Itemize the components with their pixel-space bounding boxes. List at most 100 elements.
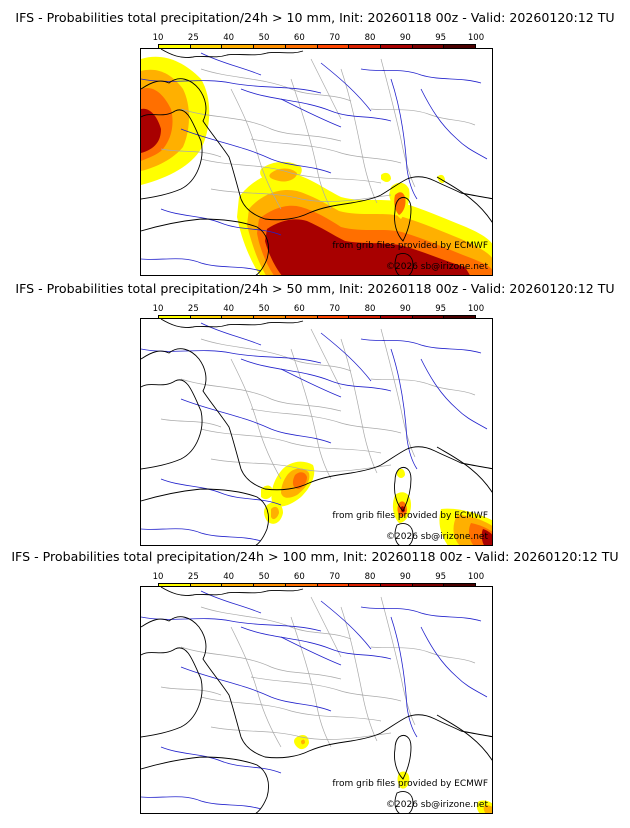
precipitation-area bbox=[483, 805, 492, 813]
credit-source: from grib files provided by ECMWF bbox=[332, 779, 488, 789]
precipitation-area bbox=[401, 506, 405, 513]
legend-tick-label: 100 bbox=[467, 304, 485, 314]
coastline bbox=[141, 218, 269, 275]
coastline bbox=[160, 49, 304, 58]
coastline bbox=[141, 78, 492, 221]
coastline bbox=[141, 348, 492, 491]
credit-copyright: ©2026 sb@irizone.net bbox=[386, 262, 488, 272]
legend-tick-label: 50 bbox=[258, 33, 270, 43]
credit-source: from grib files provided by ECMWF bbox=[332, 511, 488, 521]
legend-tick-label: 70 bbox=[329, 33, 341, 43]
legend-tick-label: 95 bbox=[435, 33, 447, 43]
rivers bbox=[141, 590, 488, 810]
river-line bbox=[420, 88, 488, 160]
panel-title: IFS - Probabilities total precipitation/… bbox=[15, 10, 615, 25]
border-line bbox=[370, 646, 476, 664]
border-line bbox=[180, 646, 342, 680]
river-line bbox=[280, 368, 342, 398]
coastlines bbox=[141, 49, 492, 275]
coastline bbox=[141, 488, 269, 545]
legend-tick-label: 50 bbox=[258, 572, 270, 582]
border-line bbox=[380, 596, 416, 726]
island-coastline bbox=[394, 197, 412, 242]
border-line bbox=[200, 158, 382, 184]
coastline bbox=[141, 616, 492, 759]
river-line bbox=[200, 52, 262, 76]
legend-tick-label: 80 bbox=[364, 572, 376, 582]
island-coastline bbox=[394, 253, 414, 275]
river-line bbox=[180, 398, 332, 444]
precipitation-layer bbox=[261, 461, 492, 545]
legend-ticks: 10 25 40 50 60 70 80 90 95 100 bbox=[153, 304, 485, 314]
coastline bbox=[436, 714, 492, 761]
legend-tick-label: 70 bbox=[329, 572, 341, 582]
border-line bbox=[230, 88, 282, 210]
river-line bbox=[200, 322, 262, 346]
border-line bbox=[210, 726, 392, 740]
precipitation-map: from grib files provided by ECMWF ©2026 … bbox=[140, 48, 493, 276]
river-line bbox=[240, 88, 392, 122]
coastline bbox=[141, 647, 203, 738]
legend-tick-label: 25 bbox=[187, 33, 199, 43]
panel-title: IFS - Probabilities total precipitation/… bbox=[11, 549, 619, 564]
border-line bbox=[310, 328, 342, 390]
river-line bbox=[141, 528, 262, 542]
legend-tick-label: 80 bbox=[364, 304, 376, 314]
legend-tick-label: 40 bbox=[223, 572, 235, 582]
island-coastline bbox=[394, 791, 414, 813]
legend-tick-label: 10 bbox=[152, 572, 164, 582]
river-line bbox=[180, 666, 332, 712]
legend-ticks: 10 25 40 50 60 70 80 90 95 100 bbox=[153, 33, 485, 43]
map-panel-50mm: IFS - Probabilities total precipitation/… bbox=[0, 281, 630, 551]
panel-title: IFS - Probabilities total precipitation/… bbox=[15, 281, 615, 296]
border-line bbox=[160, 686, 222, 696]
map-panel-100mm: IFS - Probabilities total precipitation/… bbox=[0, 549, 630, 824]
coastline bbox=[436, 446, 492, 493]
map-panel-10mm: IFS - Probabilities total precipitation/… bbox=[0, 10, 630, 280]
border-line bbox=[210, 458, 392, 472]
precipitation-area bbox=[301, 739, 305, 745]
legend-tick-label: 90 bbox=[399, 33, 411, 43]
legend-tick-label: 70 bbox=[329, 304, 341, 314]
map-canvas bbox=[141, 49, 492, 275]
river-line bbox=[200, 590, 262, 614]
river-line bbox=[141, 348, 322, 364]
admin-borders bbox=[160, 58, 476, 210]
legend-tick-label: 25 bbox=[187, 572, 199, 582]
legend-tick-label: 25 bbox=[187, 304, 199, 314]
precipitation-area bbox=[397, 468, 405, 478]
border-line bbox=[380, 58, 416, 188]
border-line bbox=[290, 348, 332, 480]
legend-tick-label: 60 bbox=[293, 33, 305, 43]
legend-tick-label: 10 bbox=[152, 304, 164, 314]
river-line bbox=[160, 208, 282, 236]
river-line bbox=[420, 358, 488, 430]
legend-tick-label: 50 bbox=[258, 304, 270, 314]
river-line bbox=[141, 258, 262, 272]
border-line bbox=[210, 188, 392, 202]
border-line bbox=[180, 108, 342, 142]
river-line bbox=[240, 358, 392, 392]
border-line bbox=[310, 596, 342, 658]
river-line bbox=[320, 600, 372, 650]
river-line bbox=[360, 606, 482, 622]
precipitation-area bbox=[271, 506, 279, 520]
precipitation-map: from grib files provided by ECMWF ©2026 … bbox=[140, 586, 493, 814]
border-line bbox=[160, 418, 222, 428]
rivers bbox=[141, 322, 488, 542]
river-line bbox=[141, 616, 322, 632]
admin-borders bbox=[160, 596, 476, 748]
precipitation-area bbox=[381, 172, 391, 182]
border-line bbox=[200, 68, 352, 102]
border-line bbox=[200, 338, 352, 372]
admin-borders bbox=[160, 328, 476, 480]
river-line bbox=[360, 68, 482, 84]
border-line bbox=[290, 616, 332, 748]
coastline bbox=[160, 319, 304, 328]
island-coastline bbox=[394, 735, 412, 780]
rivers bbox=[141, 52, 488, 272]
border-line bbox=[310, 58, 342, 120]
border-line bbox=[230, 626, 282, 748]
legend-tick-label: 100 bbox=[467, 572, 485, 582]
border-line bbox=[250, 408, 402, 434]
